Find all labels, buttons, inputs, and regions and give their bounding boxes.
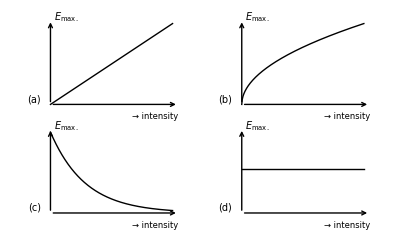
Text: → intensity: → intensity [324,221,370,230]
Text: $\mathit{E}_{\rm max.}$: $\mathit{E}_{\rm max.}$ [54,10,79,24]
Text: (b): (b) [218,94,232,104]
Text: (c): (c) [28,203,41,213]
Text: $\mathit{E}_{\rm max.}$: $\mathit{E}_{\rm max.}$ [245,10,270,24]
Text: $\mathit{E}_{\rm max.}$: $\mathit{E}_{\rm max.}$ [245,119,270,133]
Text: $\mathit{E}_{\rm max.}$: $\mathit{E}_{\rm max.}$ [54,119,79,133]
Text: → intensity: → intensity [132,112,179,122]
Text: → intensity: → intensity [324,112,370,122]
Text: (d): (d) [218,203,232,213]
Text: (a): (a) [27,94,41,104]
Text: → intensity: → intensity [132,221,179,230]
